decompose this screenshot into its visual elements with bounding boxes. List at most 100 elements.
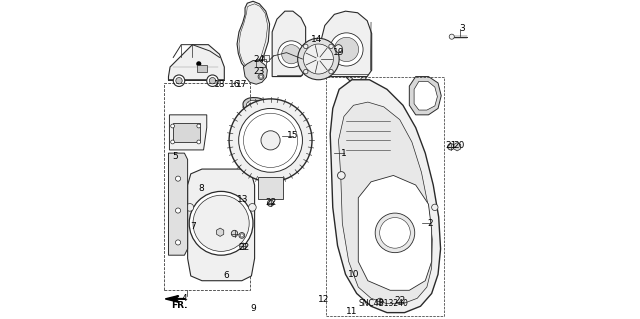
Circle shape [282,45,301,64]
Polygon shape [243,61,268,84]
Circle shape [259,75,262,78]
Text: 12: 12 [317,295,329,304]
Text: 24: 24 [254,55,265,63]
Bar [164,83,250,290]
Text: 2: 2 [428,219,433,228]
Circle shape [207,75,218,86]
Circle shape [449,34,454,39]
Polygon shape [168,45,224,80]
Circle shape [335,45,342,52]
Ellipse shape [246,100,269,114]
Circle shape [197,124,201,128]
Circle shape [193,195,249,251]
Circle shape [196,61,202,66]
Text: 22: 22 [239,243,250,252]
Circle shape [175,208,180,213]
Circle shape [248,204,256,211]
Polygon shape [414,81,437,110]
Polygon shape [264,55,269,61]
Text: 16: 16 [228,80,240,89]
Circle shape [175,240,180,245]
Text: 19: 19 [333,48,344,57]
Text: 18: 18 [214,80,226,89]
Polygon shape [216,228,224,236]
Circle shape [240,234,243,237]
Polygon shape [347,59,363,80]
Text: 21: 21 [445,141,457,150]
Circle shape [261,131,280,150]
Text: FR.: FR. [171,301,188,310]
Polygon shape [237,1,269,71]
Polygon shape [330,80,440,313]
Circle shape [171,124,175,128]
Text: 14: 14 [311,35,323,44]
Polygon shape [320,11,372,77]
Circle shape [303,44,333,74]
Circle shape [186,204,194,211]
Circle shape [375,213,415,253]
Polygon shape [344,54,366,86]
Polygon shape [339,102,432,304]
Circle shape [329,70,333,74]
Polygon shape [239,4,268,68]
Polygon shape [272,11,306,77]
Text: 4: 4 [182,294,188,303]
Text: SNC4B13240: SNC4B13240 [359,299,409,308]
Bar [197,65,207,72]
Text: 17: 17 [236,80,248,89]
Circle shape [258,74,264,79]
Text: 3: 3 [459,24,465,33]
Polygon shape [410,77,441,115]
Polygon shape [358,175,431,290]
Circle shape [298,38,339,80]
Circle shape [303,70,308,74]
Circle shape [239,233,244,238]
Circle shape [209,78,216,84]
Polygon shape [170,115,207,150]
Circle shape [173,75,185,86]
Circle shape [337,172,345,179]
Polygon shape [188,169,255,281]
Text: 7: 7 [190,222,196,231]
Polygon shape [258,177,284,199]
Circle shape [189,191,253,255]
Text: 10: 10 [348,270,359,279]
Circle shape [431,204,438,211]
Text: 9: 9 [250,304,256,313]
Text: 13: 13 [237,195,248,204]
Text: 8: 8 [198,184,204,193]
Ellipse shape [243,98,273,116]
Text: 6: 6 [223,271,228,280]
Circle shape [229,99,312,182]
Circle shape [303,44,308,48]
Circle shape [239,243,246,249]
Circle shape [176,78,182,84]
Polygon shape [165,296,178,302]
Text: 23: 23 [253,67,265,76]
Circle shape [175,176,180,181]
Circle shape [377,298,383,305]
Circle shape [197,140,201,144]
Circle shape [380,218,410,248]
Circle shape [171,140,175,144]
Bar [173,123,200,142]
Circle shape [329,44,333,48]
Polygon shape [168,153,188,255]
Polygon shape [454,143,461,151]
Circle shape [231,230,237,237]
Circle shape [268,200,274,206]
Text: 22: 22 [394,296,405,305]
Circle shape [278,41,305,68]
Text: 20: 20 [453,141,465,150]
Text: 1: 1 [341,149,347,158]
Circle shape [239,108,303,172]
Bar [256,59,266,67]
Text: 15: 15 [287,131,299,140]
Text: 11: 11 [346,308,358,316]
Circle shape [447,144,454,150]
Circle shape [334,37,358,62]
Text: 22: 22 [265,198,276,207]
Circle shape [330,33,363,66]
Bar [326,77,444,316]
Text: 5: 5 [173,152,179,161]
